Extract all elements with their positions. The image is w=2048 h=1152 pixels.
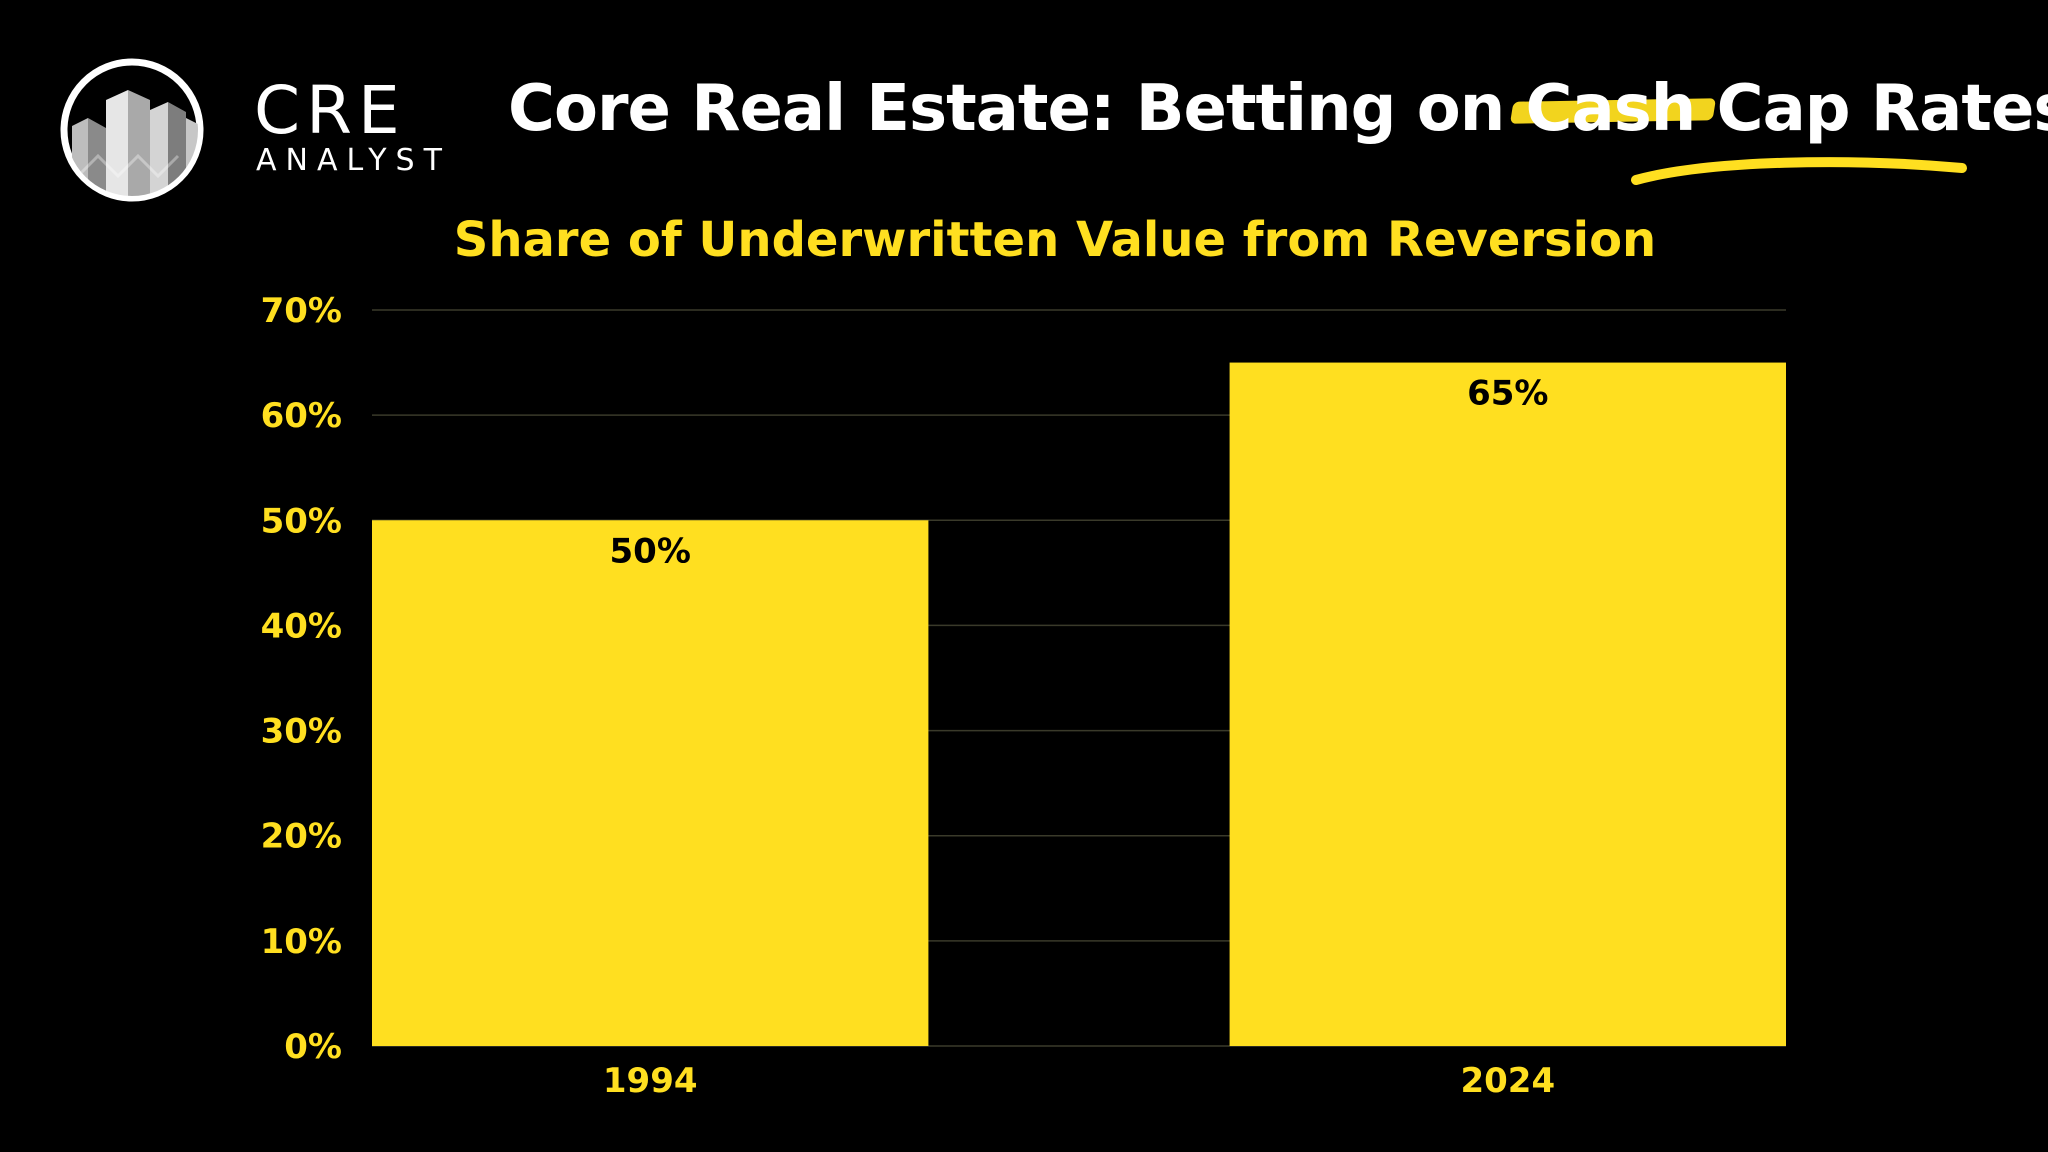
y-tick-label: 50%: [261, 501, 342, 541]
y-tick-label: 20%: [261, 817, 342, 857]
brand-name: CRE: [254, 72, 406, 149]
data-label-1994: 50%: [610, 531, 691, 571]
bar-1994: [372, 520, 929, 1046]
x-category-label: 2024: [1460, 1061, 1555, 1101]
y-tick-label: 70%: [261, 291, 342, 331]
y-tick-label: 0%: [284, 1027, 342, 1067]
brand-subname: ANALYST: [256, 143, 451, 178]
y-axis-tick-labels: 0% 10% 20% 30% 40% 50% 60% 70%: [261, 291, 342, 1067]
headline-prefix: Core Real Estate: Betting on: [508, 72, 1526, 146]
y-tick-label: 30%: [261, 712, 342, 752]
bars: [372, 362, 1786, 1047]
headline-suffix: Cap Rates?: [1716, 72, 2048, 146]
y-tick-label: 60%: [261, 396, 342, 436]
struck-word-text: Cash: [1525, 72, 1697, 146]
x-category-label: 1994: [603, 1061, 698, 1101]
y-tick-label: 40%: [261, 606, 342, 646]
chart-title-text: Share of Underwritten Value from Reversi…: [453, 212, 1657, 268]
labels: 50% 1994 65% 2024: [603, 374, 1555, 1101]
data-label-2024: 65%: [1467, 374, 1548, 414]
cre-analyst-logo: [60, 58, 204, 202]
bar-2024: [1229, 362, 1786, 1047]
headline: Core Real Estate: Betting on Cash Cap Ra…: [508, 64, 2048, 154]
headline-struck-word: Cash: [1509, 64, 1716, 154]
y-tick-label: 10%: [261, 922, 342, 962]
underline-swoosh: [1631, 157, 1967, 185]
chart-title: Share of Underwritten Value from Reversi…: [0, 210, 2048, 270]
